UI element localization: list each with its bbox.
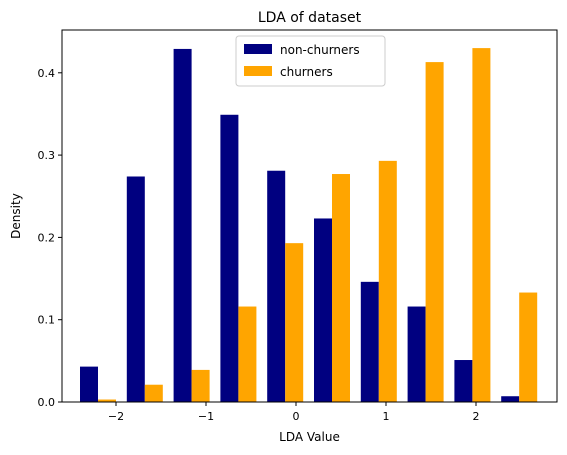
bar-churners-4 <box>285 243 304 402</box>
x-axis-label: LDA Value <box>279 430 340 444</box>
x-tick-label: 1 <box>383 410 390 423</box>
chart-title: LDA of dataset <box>258 10 362 26</box>
x-tick-label: 2 <box>473 410 480 423</box>
bar-non-churners-4 <box>267 170 286 402</box>
bar-non-churners-9 <box>501 396 520 402</box>
y-axis: 0.0 0.1 0.2 0.3 0.4 <box>38 67 62 409</box>
bar-churners-3 <box>238 306 257 402</box>
legend-label-churners: churners <box>280 65 333 79</box>
bar-churners-6 <box>378 160 397 402</box>
y-tick-label: 0.2 <box>38 231 56 244</box>
legend-swatch-non-churners <box>244 44 272 54</box>
bar-churners-2 <box>191 369 210 402</box>
bar-churners-5 <box>332 174 350 402</box>
x-tick-label: 0 <box>293 410 300 423</box>
bar-non-churners-5 <box>314 218 332 402</box>
x-tick-label: −1 <box>198 410 214 423</box>
bar-churners-8 <box>472 48 491 402</box>
bars-group <box>80 48 538 403</box>
bar-churners-7 <box>425 62 444 402</box>
bar-churners-9 <box>519 292 538 402</box>
x-tick-label: −2 <box>108 410 124 423</box>
bar-churners-0 <box>98 399 116 402</box>
plot-frame <box>61 29 558 403</box>
bar-non-churners-8 <box>454 360 473 402</box>
bar-non-churners-0 <box>80 366 98 402</box>
y-tick-label: 0.3 <box>38 149 56 162</box>
y-tick-label: 0.4 <box>38 67 56 80</box>
y-tick-label: 0.1 <box>38 314 56 327</box>
y-tick-label: 0.0 <box>38 396 56 409</box>
x-axis: −2 −1 0 1 2 <box>108 402 480 423</box>
legend-label-non-churners: non-churners <box>280 43 360 57</box>
y-axis-label: Density <box>9 193 23 239</box>
legend: non-churners churners <box>235 35 386 87</box>
bar-non-churners-6 <box>360 281 379 402</box>
bar-churners-1 <box>144 384 163 402</box>
bar-non-churners-7 <box>407 306 426 402</box>
bar-non-churners-3 <box>220 114 239 403</box>
legend-swatch-churners <box>244 66 272 76</box>
bar-non-churners-1 <box>126 176 145 402</box>
legend-box <box>235 35 386 87</box>
bar-non-churners-2 <box>173 48 192 403</box>
